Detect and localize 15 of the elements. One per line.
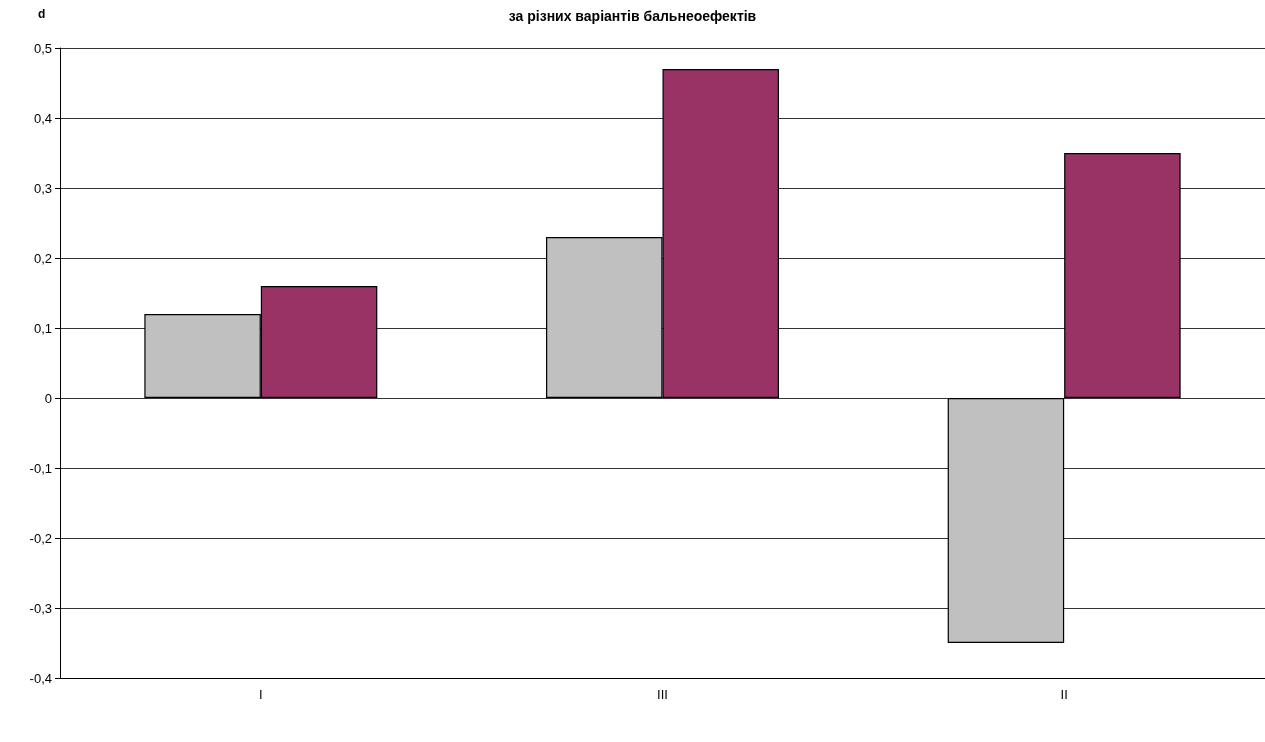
y-tick-label: 0 (44, 390, 52, 406)
y-tick-label: -0,4 (29, 670, 52, 686)
y-axis-title: d (38, 7, 46, 21)
y-tick-label: -0,1 (29, 460, 52, 476)
y-tick-label: 0,1 (33, 320, 52, 336)
y-tick-label: 0,3 (33, 180, 52, 196)
x-tick-label: II (1060, 687, 1068, 702)
chart-title: за різних варіантів бальнеоефектів (508, 8, 757, 24)
y-tick-label: -0,2 (29, 530, 52, 546)
y-tick-label: 0,2 (33, 250, 52, 266)
x-tick-label: I (259, 687, 263, 702)
y-tick-label: 0,4 (33, 110, 52, 126)
y-tick-label: -0,3 (29, 600, 52, 616)
x-tick-label: III (657, 687, 668, 702)
y-tick-label: 0,5 (33, 40, 52, 56)
